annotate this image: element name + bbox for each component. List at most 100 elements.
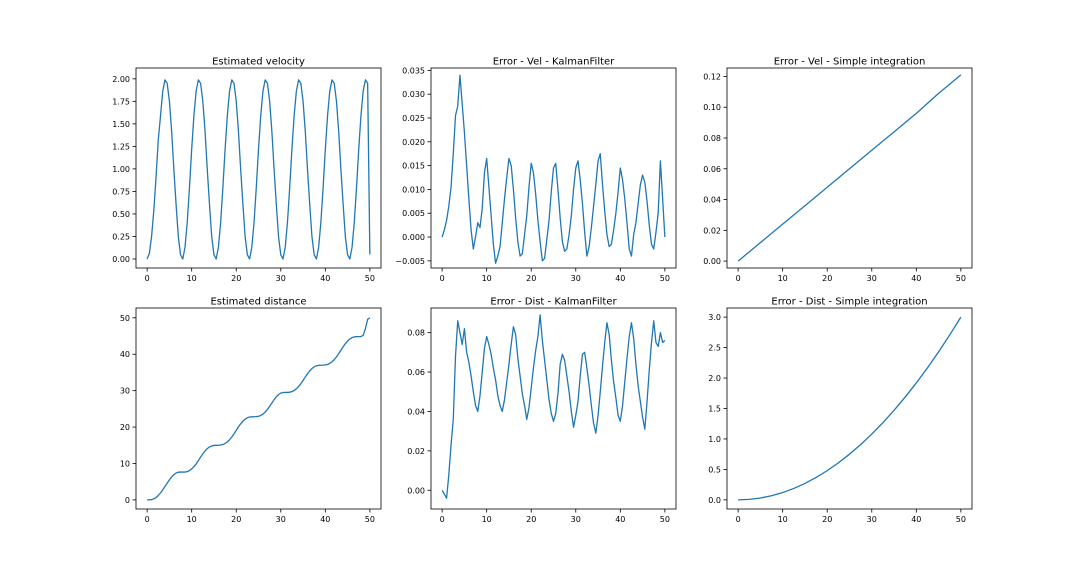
x-tick-label: 10: [187, 515, 197, 524]
plot-layer: 0 10 20 30 40 50 −0.005 0.000 0.005 0.010 0.015 0.0…: [395, 66, 670, 283]
y-tick-label: 1.25: [112, 142, 130, 151]
y-tick-label: 0.06: [703, 165, 721, 174]
y-tick-label: 0.000: [402, 233, 425, 242]
x-tick-label: 0: [440, 515, 445, 524]
x-tick-label: 10: [778, 274, 788, 283]
x-tick-label: 10: [482, 274, 492, 283]
y-tick-label: 20: [120, 423, 130, 432]
y-tick-label: 0.020: [402, 138, 425, 147]
plot-layer: 0 10 20 30 40 50 0.0 0.5 1.0 1.5 2.0 2.5 3.0: [708, 313, 966, 524]
y-tick-label: 0.08: [407, 329, 425, 338]
plot-layer: 0 10 20 30 40 50 0.00 0.02 0.04 0.06 0.08 0.10 0.12: [703, 72, 966, 283]
x-tick-label: 0: [145, 274, 150, 283]
x-tick-label: 10: [187, 274, 197, 283]
subplot-error-dist-simple-integration: Error - Dist - Simple integration 0 10 20 3…: [708, 297, 973, 524]
y-tick-label: 50: [120, 314, 130, 323]
x-tick-label: 50: [660, 515, 670, 524]
y-tick-label: 2.5: [708, 344, 721, 353]
x-tick-label: 50: [660, 274, 670, 283]
subplot-title: Estimated velocity: [212, 57, 305, 68]
y-tick-label: 1.75: [112, 97, 130, 106]
x-tick-label: 10: [778, 515, 788, 524]
plot-layer: 0 10 20 30 40 50 0 10 20 30 40 50: [120, 314, 375, 524]
x-tick-label: 40: [911, 515, 921, 524]
y-tick-label: 0.50: [112, 210, 130, 219]
y-tick-label: 0.010: [402, 185, 425, 194]
x-tick-label: 20: [526, 274, 536, 283]
y-tick-label: 0.75: [112, 187, 130, 196]
y-tick-label: 30: [120, 387, 130, 396]
y-tick-label: 3.0: [708, 313, 721, 322]
x-tick-label: 50: [365, 274, 375, 283]
series-line: [146, 79, 371, 260]
y-tick-label: 0: [125, 496, 130, 505]
x-tick-label: 40: [615, 274, 625, 283]
series-line: [738, 316, 962, 501]
y-tick-label: 0.06: [407, 368, 425, 377]
subplot-error-dist-kalmanfilter: Error - Dist - KalmanFilter 0 10 20 30 40 500…: [407, 297, 677, 524]
x-tick-label: 30: [571, 515, 581, 524]
axes-frame: [135, 67, 382, 269]
y-tick-label: 0.025: [402, 114, 425, 123]
x-tick-label: 0: [736, 274, 741, 283]
x-tick-label: 30: [276, 274, 286, 283]
y-tick-label: 0.02: [703, 226, 721, 235]
y-tick-label: 0.5: [708, 465, 721, 474]
y-tick-label: 0.030: [402, 90, 425, 99]
plot-layer: 0 10 20 30 40 50 0.00 0.02 0.04 0.06 0.08: [407, 314, 670, 524]
x-tick-label: 40: [911, 274, 921, 283]
y-tick-label: 0.00: [703, 257, 721, 266]
x-tick-label: 0: [736, 515, 741, 524]
axes-frame: [430, 307, 677, 510]
y-tick-label: 1.0: [708, 435, 721, 444]
subplot-estimated-velocity: Estimated velocity 0 10 20 30 40 50 0.00 0.25 0.…: [112, 57, 382, 283]
y-tick-label: 0.00: [407, 486, 425, 495]
y-tick-label: 1.00: [112, 165, 130, 174]
series-line: [441, 314, 666, 499]
x-tick-label: 50: [956, 515, 966, 524]
y-tick-label: 0.08: [703, 134, 721, 143]
subplot-title: Error - Dist - KalmanFilter: [490, 297, 617, 308]
x-tick-label: 10: [482, 515, 492, 524]
subplot-estimated-distance: Estimated distance 0 10 20 30 40 50 0 10 20 30 40 5…: [120, 297, 382, 524]
y-tick-label: 1.50: [112, 120, 130, 129]
x-tick-label: 30: [276, 515, 286, 524]
subplot-error-vel-simple-integration: Error - Vel - Simple integration 0 10 20 30…: [703, 57, 973, 283]
x-tick-label: 0: [440, 274, 445, 283]
y-tick-label: 0.015: [402, 162, 425, 171]
x-tick-label: 0: [145, 515, 150, 524]
x-tick-label: 50: [956, 274, 966, 283]
subplot-error-vel-kalmanfilter: Error - Vel - KalmanFilter 0 10 20 30 40 50 −0…: [395, 57, 677, 283]
x-tick-label: 20: [822, 515, 832, 524]
y-tick-label: 10: [120, 459, 130, 468]
x-tick-label: 20: [231, 274, 241, 283]
axes-frame: [135, 307, 382, 510]
y-tick-label: 0.02: [407, 447, 425, 456]
y-tick-label: 2.00: [112, 75, 130, 84]
y-tick-label: 0.0: [708, 496, 721, 505]
axes-frame: [726, 307, 973, 510]
y-tick-label: 0.10: [703, 103, 721, 112]
y-tick-label: 0.25: [112, 232, 130, 241]
y-tick-label: 0.00: [112, 255, 130, 264]
series-line: [441, 74, 666, 264]
y-tick-label: −0.005: [395, 257, 425, 266]
subplot-title: Error - Vel - KalmanFilter: [493, 57, 615, 68]
x-tick-label: 30: [867, 515, 877, 524]
y-tick-label: 0.12: [703, 72, 721, 81]
subplot-title: Estimated distance: [210, 297, 306, 308]
series-line: [147, 317, 371, 501]
y-tick-label: 40: [120, 350, 130, 359]
x-tick-label: 40: [615, 515, 625, 524]
y-tick-label: 0.04: [407, 407, 425, 416]
y-tick-label: 0.005: [402, 209, 425, 218]
y-tick-label: 0.035: [402, 66, 425, 75]
axes-frame: [430, 67, 677, 269]
x-tick-label: 30: [867, 274, 877, 283]
series-line: [737, 74, 962, 262]
subplot-title: Error - Vel - Simple integration: [774, 57, 926, 68]
x-tick-label: 30: [571, 274, 581, 283]
x-tick-label: 20: [231, 515, 241, 524]
